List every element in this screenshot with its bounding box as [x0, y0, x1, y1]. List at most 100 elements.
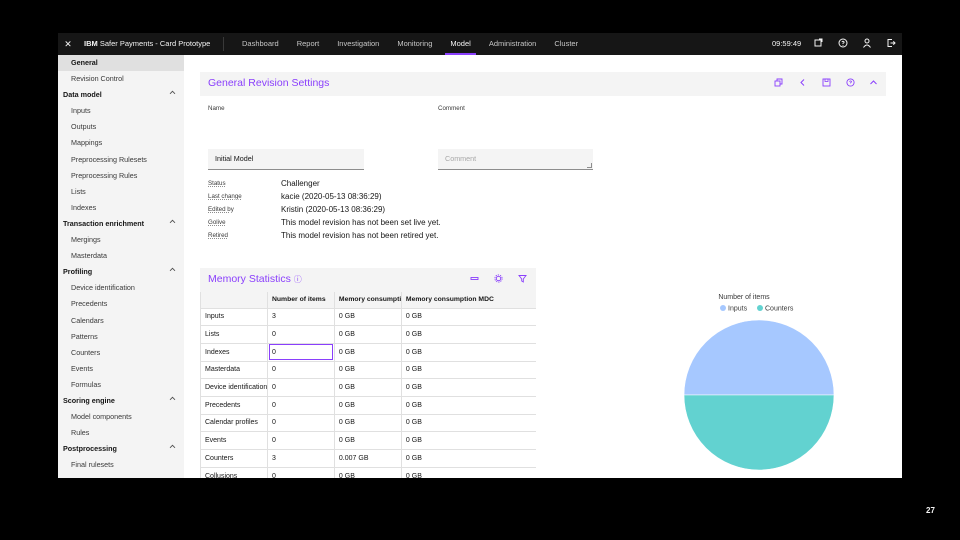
table-cell[interactable]: 0.007 GB	[333, 449, 402, 468]
sidebar-item-events[interactable]: Events	[58, 361, 184, 377]
sidebar-item-inputs[interactable]: Inputs	[58, 103, 184, 119]
table-cell[interactable]: 0 GB	[400, 449, 536, 468]
table-cell[interactable]: 0 GB	[400, 343, 536, 362]
sidebar-item-rules[interactable]: Rules	[58, 425, 184, 441]
table-row[interactable]: Device identification 0 0 GB 0 GB	[200, 378, 536, 397]
sidebar-group-transaction-enrichment[interactable]: Transaction enrichment	[58, 216, 184, 232]
nav-dashboard[interactable]: Dashboard	[242, 39, 279, 48]
info-icon[interactable]: ⓘ	[293, 275, 302, 284]
sidebar-item-revision-control[interactable]: Revision Control	[58, 71, 184, 87]
chevron-up-icon[interactable]	[867, 78, 879, 90]
chevron-up-icon[interactable]	[169, 393, 176, 409]
resize-handle[interactable]	[587, 163, 592, 168]
nav-report[interactable]: Report	[296, 39, 320, 48]
legend-label-counters[interactable]: Counters	[765, 306, 794, 313]
sidebar-item-formulas[interactable]: Formulas	[58, 377, 184, 393]
sidebar-item-indexes[interactable]: Indexes	[58, 200, 184, 216]
nav-monitoring[interactable]: Monitoring	[397, 39, 433, 48]
comment-textarea[interactable]: Comment	[438, 149, 593, 170]
help-icon[interactable]	[844, 78, 856, 90]
table-row[interactable]: Lists 0 0 GB 0 GB	[200, 325, 536, 344]
table-cell[interactable]: 0	[267, 343, 335, 362]
legend-label-inputs[interactable]: Inputs	[728, 306, 748, 313]
sidebar-item-final-rulesets[interactable]: Final rulesets	[58, 457, 184, 473]
chevron-left-icon[interactable]	[796, 78, 808, 90]
sidebar-group-data-model[interactable]: Data model	[58, 87, 184, 103]
chevron-up-icon[interactable]	[169, 87, 176, 103]
sidebar-item-outputs[interactable]: Outputs	[58, 119, 184, 135]
table-cell[interactable]: 0 GB	[400, 378, 536, 397]
column-header[interactable]: Memory consumption	[333, 292, 402, 309]
table-cell[interactable]: 0 GB	[333, 414, 402, 433]
sidebar-item-counters[interactable]: Counters	[58, 345, 184, 361]
table-cell[interactable]: 0 GB	[400, 361, 536, 380]
table-row[interactable]: Indexes 0 0 GB 0 GB	[200, 343, 536, 362]
sidebar-item-preprocessing-rulesets[interactable]: Preprocessing Rulesets	[58, 152, 184, 168]
table-cell[interactable]: 0	[267, 361, 335, 380]
window-icon[interactable]	[812, 38, 824, 50]
table-cell[interactable]: 0 GB	[333, 467, 402, 478]
table-cell[interactable]: 0 GB	[333, 396, 402, 415]
pie-slice-counters[interactable]	[683, 394, 835, 471]
sidebar-item-mappings[interactable]: Mappings	[58, 135, 184, 151]
legend-swatch-counters[interactable]	[757, 305, 763, 311]
help-icon[interactable]	[837, 38, 849, 50]
table-cell[interactable]: 0 GB	[333, 361, 402, 380]
table-row[interactable]: Precedents 0 0 GB 0 GB	[200, 396, 536, 415]
table-row[interactable]: Calendar profiles 0 0 GB 0 GB	[200, 414, 536, 433]
chevron-up-icon[interactable]	[169, 441, 176, 457]
sidebar-item-mergings[interactable]: Mergings	[58, 232, 184, 248]
column-header[interactable]: Number of items	[267, 292, 335, 309]
table-cell[interactable]: 0 GB	[400, 396, 536, 415]
table-cell[interactable]: 0 GB	[400, 308, 536, 327]
legend-swatch-inputs[interactable]	[720, 305, 726, 311]
sidebar-group-postprocessing[interactable]: Postprocessing	[58, 441, 184, 457]
table-cell[interactable]: 0 GB	[400, 431, 536, 450]
chevron-up-icon[interactable]	[169, 216, 176, 232]
table-row[interactable]: Events 0 0 GB 0 GB	[200, 431, 536, 450]
sidebar-group-profiling[interactable]: Profiling	[58, 264, 184, 280]
save-icon[interactable]	[820, 78, 832, 90]
table-cell[interactable]: 0 GB	[400, 467, 536, 478]
table-cell[interactable]: 0 GB	[400, 414, 536, 433]
table-cell[interactable]: 3	[267, 449, 335, 468]
sidebar-item-general[interactable]: General	[58, 55, 184, 72]
table-cell[interactable]: 0 GB	[333, 431, 402, 450]
column-header[interactable]	[200, 292, 268, 309]
table-row[interactable]: Counters 3 0.007 GB 0 GB	[200, 449, 536, 468]
name-input[interactable]: Initial Model	[208, 149, 364, 170]
table-row[interactable]: Masterdata 0 0 GB 0 GB	[200, 361, 536, 380]
sidebar-item-precedents[interactable]: Precedents	[58, 296, 184, 312]
sidebar-item-patterns[interactable]: Patterns	[58, 329, 184, 345]
sidebar-item-preprocessing-rules[interactable]: Preprocessing Rules	[58, 168, 184, 184]
copy-icon[interactable]	[772, 78, 784, 90]
nav-cluster[interactable]: Cluster	[554, 39, 579, 48]
table-cell[interactable]: 0	[267, 378, 335, 397]
nav-investigation[interactable]: Investigation	[337, 39, 380, 48]
column-header[interactable]: Memory consumption MDC	[400, 292, 536, 309]
table-cell[interactable]: 0 GB	[333, 308, 402, 327]
sidebar-item-masterdata[interactable]: Masterdata	[58, 248, 184, 264]
user-icon[interactable]	[861, 38, 873, 50]
table-cell[interactable]: 0	[267, 414, 335, 433]
table-cell[interactable]: 0	[267, 396, 335, 415]
table-cell[interactable]: 0 GB	[400, 325, 536, 344]
table-cell[interactable]: 0 GB	[333, 343, 402, 362]
sidebar-item-lists[interactable]: Lists	[58, 184, 184, 200]
table-cell[interactable]: 3	[267, 308, 335, 327]
chevron-up-icon[interactable]	[169, 264, 176, 280]
table-cell[interactable]: 0	[267, 431, 335, 450]
logout-icon[interactable]	[885, 38, 897, 50]
settings-icon[interactable]	[492, 274, 504, 286]
minimize-icon[interactable]	[468, 274, 480, 286]
close-icon[interactable]: ✕	[64, 39, 72, 49]
table-cell[interactable]: 0	[267, 325, 335, 344]
sidebar-item-device-identification[interactable]: Device identification	[58, 280, 184, 296]
sidebar-item-model-components[interactable]: Model components	[58, 409, 184, 425]
table-row[interactable]: Inputs 3 0 GB 0 GB	[200, 308, 536, 327]
table-cell[interactable]: 0	[267, 467, 335, 478]
filter-icon[interactable]	[516, 274, 528, 286]
sidebar-group-scoring-engine[interactable]: Scoring engine	[58, 393, 184, 409]
sidebar-item-calendars[interactable]: Calendars	[58, 313, 184, 329]
nav-model[interactable]: Model	[441, 33, 479, 55]
